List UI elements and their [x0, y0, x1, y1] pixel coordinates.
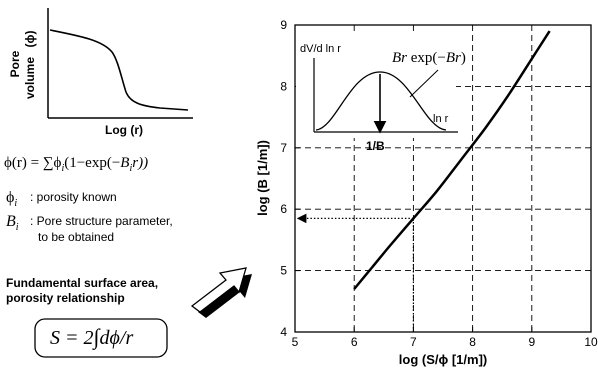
x-tick-label: 6	[351, 335, 358, 349]
def-B-sub: i	[16, 222, 19, 233]
formula-lhs: S = 2	[50, 327, 94, 349]
inset-xlabel: ln r	[433, 113, 449, 125]
svg-text:ϕ(r) = ∑ϕi(1−exp(−Bir)): ϕ(r) = ∑ϕi(1−exp(−Bir))	[4, 155, 148, 174]
pore-volume-curve	[49, 29, 189, 111]
x-tick-labels: 5 6 7 8 9 10	[292, 335, 598, 349]
plot-frame	[294, 24, 592, 333]
inset-distribution: dV/d ln r ln r 1/B Br exp(−Br)	[296, 34, 466, 153]
chart-ylabel: log (B [1/m])	[255, 140, 270, 216]
pore-plot-ylabel-2: volume	[23, 57, 37, 99]
svg-text:ϕi: ϕi	[6, 189, 17, 209]
inset-curve-label: Br exp(−Br)	[392, 50, 466, 66]
eq-lhs: ϕ(r) = ∑ϕ	[4, 155, 62, 171]
inset-marker-label: 1/B	[366, 139, 385, 153]
x-tick-label: 7	[410, 335, 417, 349]
y-tick-labels: 4 5 6 7 8 9	[280, 18, 287, 339]
inset-ylabel: dV/d ln r	[300, 43, 341, 55]
eq-B: B	[120, 155, 129, 171]
formula-box	[34, 318, 168, 358]
b-vs-s-phi-curve	[353, 30, 551, 290]
formula-integral: ∫	[92, 324, 102, 350]
pore-plot-ylabel-1: Pore	[8, 50, 22, 77]
inset-label-close: )	[461, 50, 466, 66]
y-tick-label: 6	[280, 202, 287, 216]
def-phi-text: : porosity known	[30, 190, 117, 204]
relationship-title-2: porosity relationship	[6, 291, 125, 305]
relationship-title-1: Fundamental surface area,	[6, 276, 158, 290]
pore-volume-schematic: Pore volume (ϕ) Log (r)	[8, 8, 193, 137]
definitions: ϕi : porosity known Bi : Pore structure …	[6, 189, 173, 244]
y-tick-label: 7	[280, 141, 287, 155]
eq-sub-i: i	[61, 163, 64, 174]
y-tick-label: 5	[280, 264, 287, 278]
big-arrow-icon	[190, 267, 252, 318]
svg-text:Bi: Bi	[6, 213, 19, 233]
y-tick-label: 8	[280, 79, 287, 93]
pore-plot-ylabel-symbol: (ϕ)	[23, 31, 37, 48]
formula-rhs: dϕ/r	[100, 327, 134, 349]
y-tick-label: 4	[280, 325, 287, 339]
x-tick-label: 5	[292, 335, 299, 349]
x-tick-label: 8	[469, 335, 476, 349]
chart-xlabel: log (S/ϕ [1/m])	[399, 352, 487, 367]
def-B-symbol: B	[6, 213, 16, 230]
inset-bell-curve	[315, 71, 447, 131]
eq-rhs-a: (1−exp(−	[64, 155, 120, 171]
inset-background	[296, 34, 456, 138]
inset-label-pointer	[409, 69, 439, 98]
inset-label-B2: Br	[446, 50, 461, 66]
formula-text: S = 2∫dϕ/r	[50, 324, 133, 350]
inset-label-B: Br	[392, 50, 407, 66]
pore-plot-xlabel: Log (r)	[105, 123, 143, 137]
x-tick-label: 10	[584, 335, 598, 349]
porosity-equation: ϕ(r) = ∑ϕi(1−exp(−Bir))	[4, 155, 148, 174]
def-B-text-1: : Pore structure parameter,	[30, 214, 173, 228]
y-tick-label: 9	[280, 18, 287, 32]
def-B-text-2: to be obtained	[38, 230, 114, 244]
eq-sub-i-2: i	[129, 163, 132, 174]
inset-label-exp: exp(−	[407, 50, 446, 66]
eq-rhs-b: r))	[132, 155, 148, 171]
def-phi-sub: i	[14, 198, 17, 209]
x-tick-label: 9	[528, 335, 535, 349]
def-phi-symbol: ϕ	[6, 189, 14, 206]
